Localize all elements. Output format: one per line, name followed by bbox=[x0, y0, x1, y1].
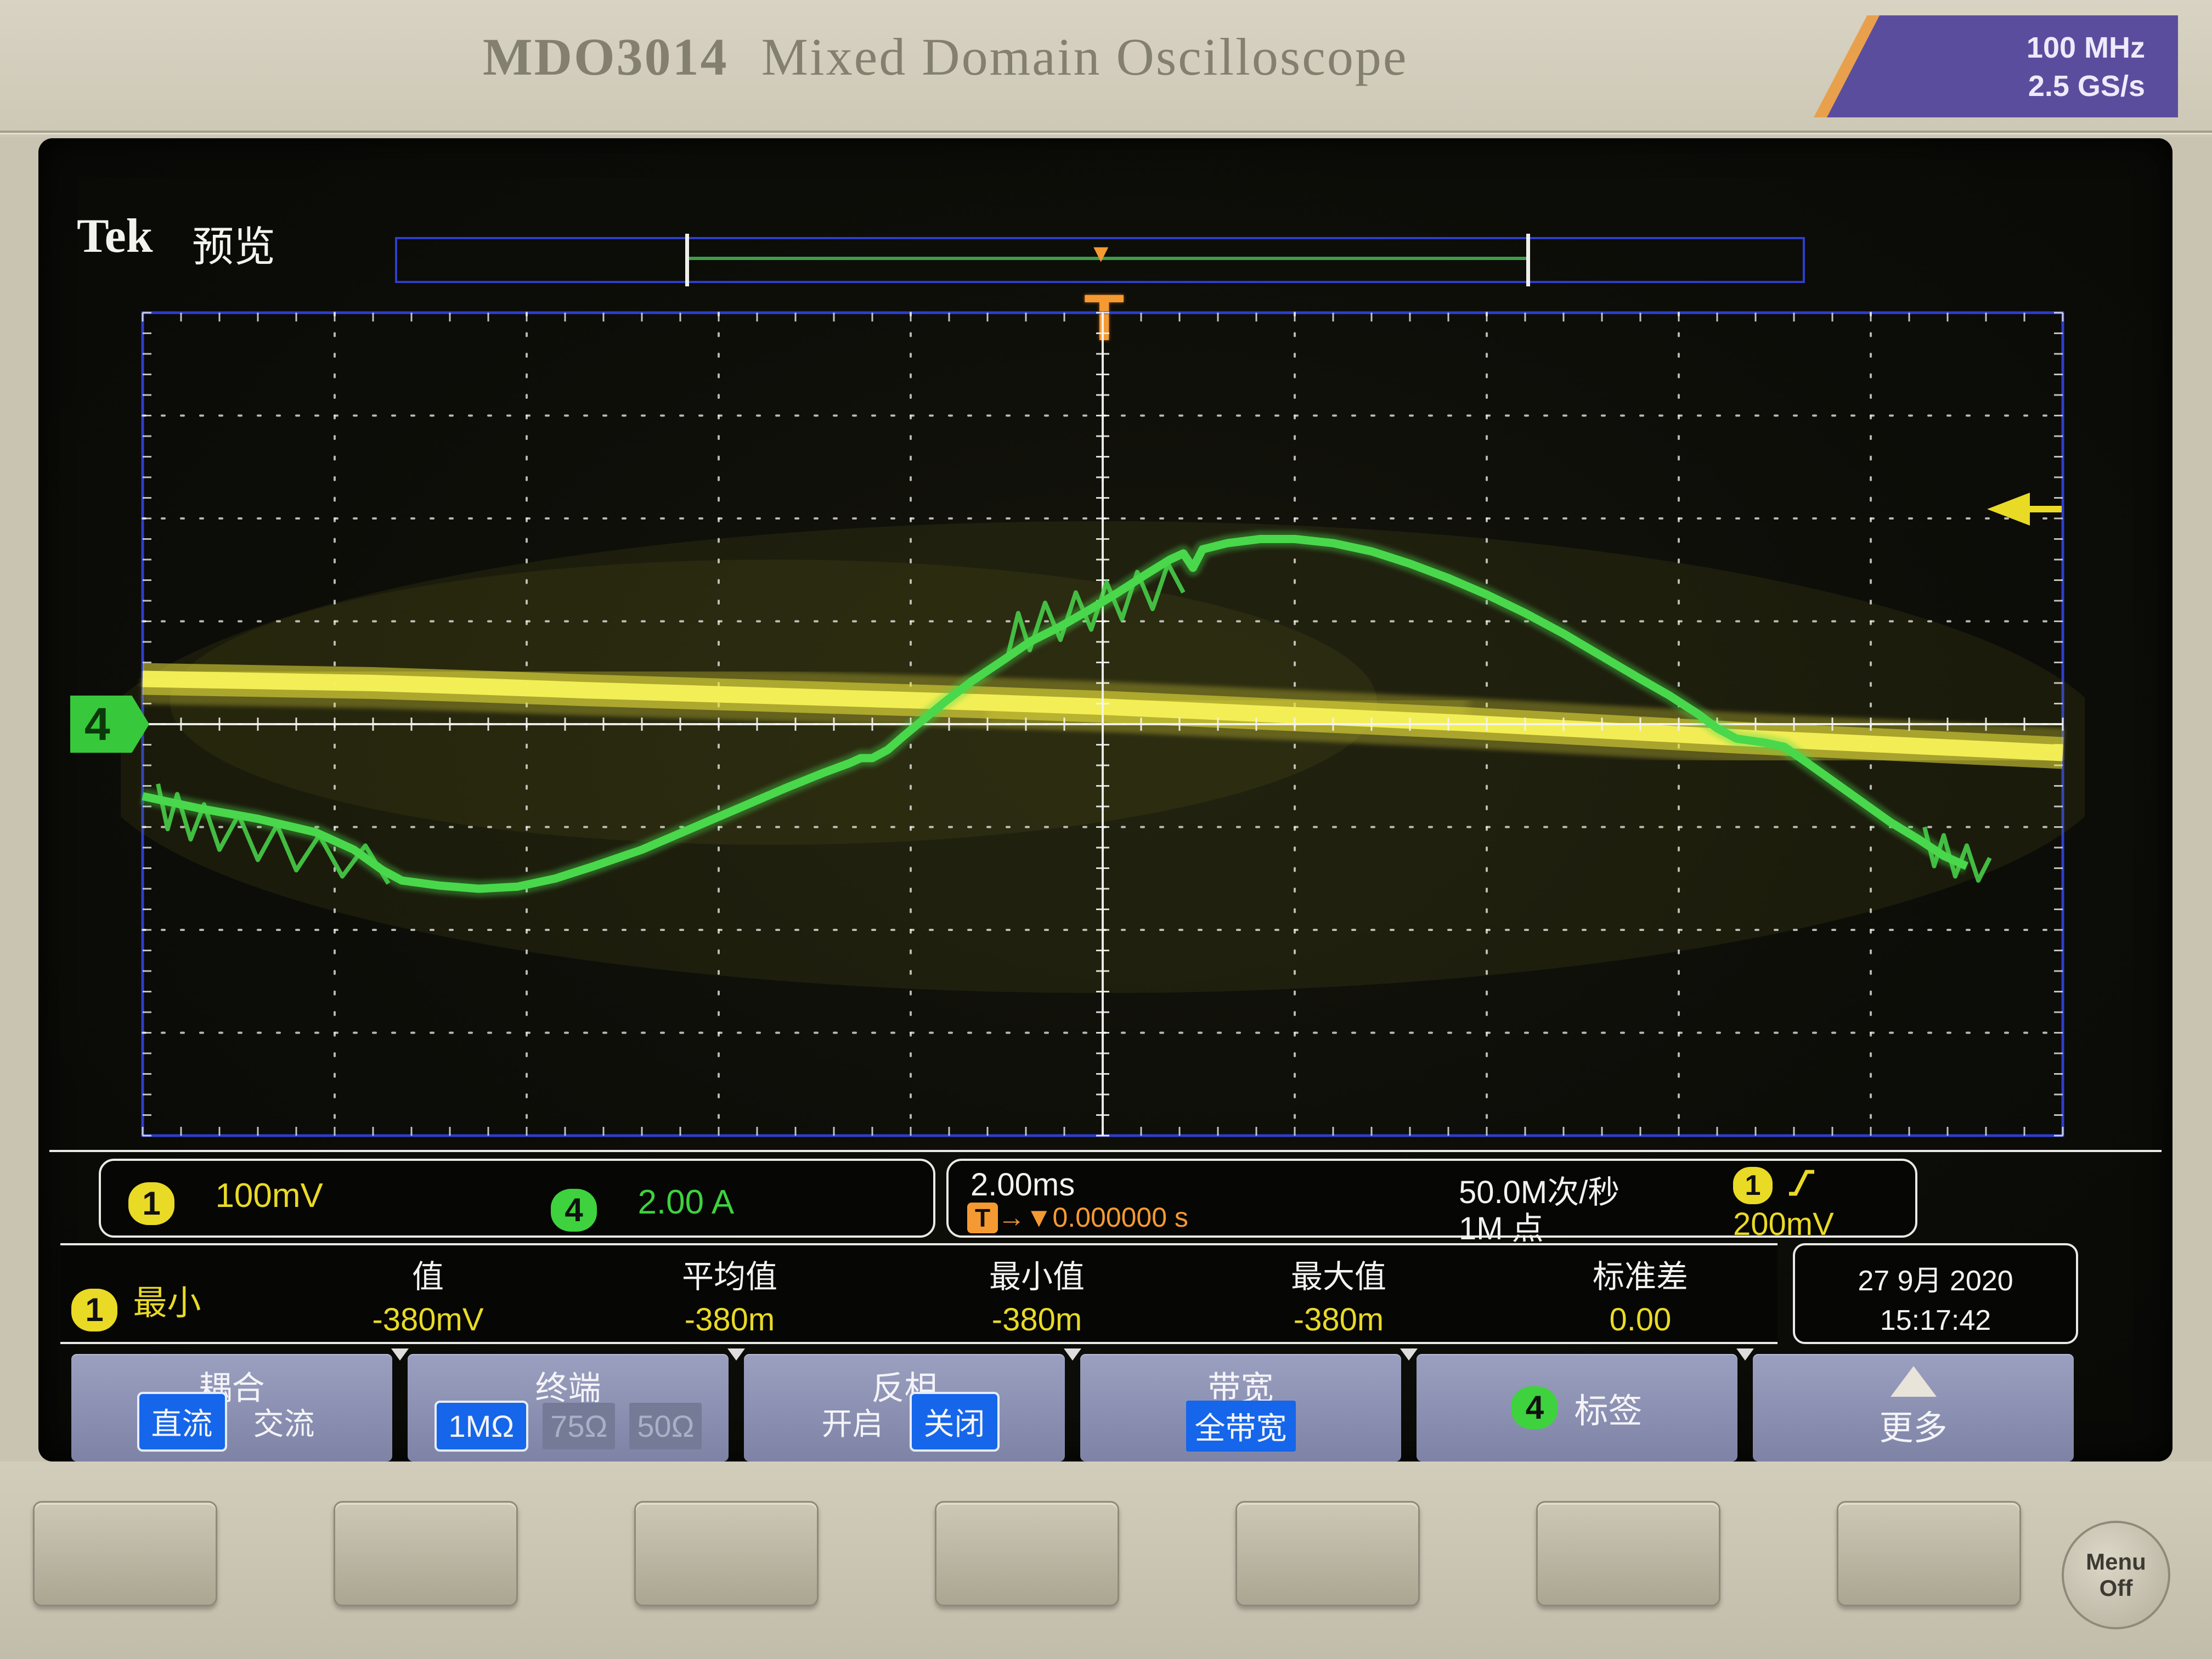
softkey-tab bbox=[1400, 1348, 1418, 1361]
ch1-badge: 1 bbox=[128, 1182, 174, 1225]
option-full-bandwidth[interactable]: 全带宽 bbox=[1186, 1401, 1296, 1452]
option-75ohm[interactable]: 75Ω bbox=[543, 1403, 616, 1449]
lcd-screen bbox=[38, 138, 2172, 1462]
measurement-source-badge: 1 bbox=[71, 1289, 117, 1331]
top-bezel: MDO3014 Mixed Domain Oscilloscope 100 MHz… bbox=[0, 0, 2212, 137]
datetime-box: 27 9月 2020 15:17:42 bbox=[1793, 1243, 2078, 1344]
trigger-source: 1 bbox=[1733, 1165, 1820, 1204]
label-ch4-badge: 4 bbox=[1511, 1386, 1558, 1429]
measurement-col-max: 最大值 -380m bbox=[1290, 1259, 1386, 1338]
ch1-scale: 100mV bbox=[215, 1177, 323, 1215]
model-title: MDO3014 Mixed Domain Oscilloscope bbox=[483, 26, 1408, 87]
softkey-tab bbox=[1736, 1348, 1754, 1361]
record-view-bar bbox=[395, 237, 1805, 283]
trigger-t-badge: T bbox=[967, 1203, 998, 1233]
spec-bandwidth: 100 MHz bbox=[2026, 31, 2145, 64]
option-invert-on[interactable]: 开启 bbox=[821, 1407, 883, 1441]
arrow-down-icon: ▼ bbox=[1025, 1202, 1053, 1233]
measurement-col-mean: 平均值 -380m bbox=[681, 1259, 777, 1338]
graticule-and-waveforms bbox=[88, 296, 2118, 1152]
time-label: 15:17:42 bbox=[1880, 1305, 1991, 1336]
date-label: 27 9月 2020 bbox=[1858, 1265, 2013, 1297]
trigger-position-value: 0.000000 s bbox=[1052, 1202, 1188, 1233]
bezel-groove bbox=[0, 131, 2212, 133]
softkey-button-2[interactable] bbox=[334, 1501, 518, 1606]
softkey-tab bbox=[1064, 1348, 1081, 1361]
trigger-level: 200mV bbox=[1733, 1206, 1834, 1242]
ch4-badge: 4 bbox=[551, 1189, 597, 1232]
trigger-position-t-icon: T bbox=[1084, 281, 1125, 354]
acquisition-status: 预览 bbox=[192, 224, 275, 270]
trigger-position-bar-icon: ▼ bbox=[1088, 239, 1114, 267]
trigger-level-arrow-icon bbox=[1987, 493, 2062, 526]
record-view-window bbox=[687, 257, 1530, 260]
menu-panel-termination: 终端 1MΩ 75Ω 50Ω bbox=[408, 1354, 729, 1462]
option-ac[interactable]: 交流 bbox=[253, 1407, 315, 1441]
softkey-button-4[interactable] bbox=[935, 1501, 1119, 1606]
label-text: 标签 bbox=[1574, 1392, 1643, 1430]
product-name: Mixed Domain Oscilloscope bbox=[761, 27, 1408, 86]
tek-logo: Tek bbox=[77, 210, 153, 263]
zoom-bracket-right bbox=[1526, 234, 1530, 286]
trigger-source-badge: 1 bbox=[1733, 1167, 1773, 1204]
option-50ohm[interactable]: 50Ω bbox=[629, 1403, 702, 1449]
ch4-scale: 2.00 A bbox=[637, 1183, 735, 1221]
menu-panel-label[interactable]: 4 标签 bbox=[1417, 1354, 1737, 1462]
softkey-tab bbox=[391, 1348, 409, 1361]
menu-panel-bandwidth: 带宽 全带宽 bbox=[1080, 1354, 1401, 1462]
arrow-right-icon: → bbox=[998, 1202, 1025, 1233]
measurement-col-min: 最小值 -380m bbox=[989, 1259, 1085, 1338]
time-scale: 2.00ms bbox=[970, 1167, 1075, 1203]
ch4-ground-marker: 4 bbox=[70, 695, 149, 753]
zoom-bracket-left bbox=[685, 234, 689, 286]
trigger-slope-icon bbox=[1789, 1170, 1815, 1196]
measurement-col-value: 值 -380mV bbox=[372, 1259, 484, 1338]
softkey-button-5[interactable] bbox=[1235, 1501, 1420, 1606]
softkey-button-7[interactable] bbox=[1837, 1501, 2021, 1606]
record-length: 1M 点 bbox=[1459, 1211, 1544, 1246]
measurement-strip: 1 最小 值 -380mV 平均值 -380m 最小值 -380m 最大值 -3… bbox=[60, 1243, 1778, 1344]
measurement-col-stddev: 标准差 0.00 bbox=[1592, 1259, 1688, 1338]
menu-off-button[interactable]: Menu Off bbox=[2062, 1521, 2170, 1629]
readout-separator bbox=[49, 1150, 2162, 1152]
ch1-readout: 1 100mV bbox=[128, 1176, 323, 1225]
sample-rate: 50.0M次/秒 bbox=[1459, 1175, 1620, 1210]
softkey-button-3[interactable] bbox=[634, 1501, 819, 1606]
ch4-readout: 4 2.00 A bbox=[551, 1183, 734, 1232]
option-dc[interactable]: 直流 bbox=[137, 1392, 227, 1452]
horizontal-trigger-readout-box: 2.00ms T →▼0.000000 s 50.0M次/秒 1M 点 1 200… bbox=[946, 1159, 1917, 1246]
channel-readout-box: 1 100mV 4 2.00 A bbox=[99, 1159, 935, 1238]
option-invert-off[interactable]: 关闭 bbox=[909, 1392, 1000, 1452]
menu-panel-more[interactable]: 更多 bbox=[1753, 1354, 2074, 1462]
more-text: 更多 bbox=[1879, 1409, 1948, 1447]
model-number: MDO3014 bbox=[483, 27, 729, 86]
softkey-button-1[interactable] bbox=[33, 1501, 217, 1606]
softkey-tab bbox=[727, 1348, 745, 1361]
menu-panel-coupling: 耦合 直流 交流 bbox=[71, 1354, 392, 1462]
trigger-position-readout: T →▼0.000000 s bbox=[967, 1201, 1188, 1233]
spec-badge: 100 MHz 2.5 GS/s bbox=[1827, 15, 2178, 117]
up-arrow-icon bbox=[1890, 1366, 1937, 1397]
softkey-button-6[interactable] bbox=[1536, 1501, 1720, 1606]
option-1mohm[interactable]: 1MΩ bbox=[434, 1401, 529, 1452]
menu-panel-invert: 反相 开启 关闭 bbox=[744, 1354, 1065, 1462]
measurement-source: 1 最小 bbox=[71, 1275, 201, 1331]
spec-sample-rate: 2.5 GS/s bbox=[2028, 70, 2145, 103]
measurement-name: 最小 bbox=[133, 1284, 201, 1322]
